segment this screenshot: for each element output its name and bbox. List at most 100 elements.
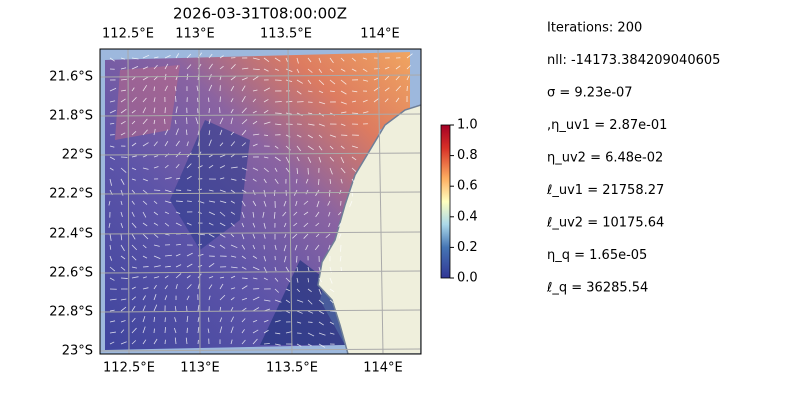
current-arrow: [285, 299, 291, 303]
current-arrow: [230, 255, 237, 258]
current-arrow: [131, 296, 137, 301]
current-arrow: [296, 57, 299, 64]
current-arrow: [164, 164, 169, 169]
current-arrow: [285, 57, 288, 62]
current-arrow: [197, 283, 200, 290]
current-arrow: [109, 233, 112, 241]
map-title: 2026-03-31T08:00:00Z: [173, 5, 347, 23]
current-arrow: [285, 156, 290, 164]
current-arrow: [318, 123, 325, 127]
colorbar-tick-label: 0.8: [457, 148, 478, 163]
lat-label: 22.2°S: [49, 187, 93, 202]
current-arrow: [285, 277, 291, 283]
current-arrow: [283, 244, 287, 252]
current-arrow: [175, 200, 183, 202]
current-arrow: [219, 211, 226, 217]
current-arrow: [252, 222, 256, 228]
current-arrow: [142, 287, 149, 290]
colorbar: [440, 124, 451, 279]
current-arrow: [307, 145, 314, 151]
current-arrow: [120, 89, 126, 92]
current-arrow: [318, 90, 324, 94]
current-arrow: [208, 200, 216, 203]
current-arrow: [174, 119, 177, 125]
current-arrow: [208, 262, 215, 268]
current-arrow: [274, 244, 277, 250]
current-arrow: [120, 108, 127, 114]
current-arrow: [208, 276, 214, 279]
current-arrow: [230, 297, 235, 301]
current-arrow: [208, 317, 210, 323]
current-arrow: [252, 211, 255, 218]
current-arrow: [340, 244, 342, 252]
current-arrow: [219, 189, 226, 193]
current-arrow: [142, 255, 148, 259]
info-line: ℓ_q = 36285.54: [546, 281, 648, 296]
map-frame: [99, 48, 422, 355]
current-arrow: [208, 139, 212, 147]
current-arrow: [307, 57, 312, 63]
current-arrow: [263, 277, 268, 281]
current-arrow: [252, 277, 258, 280]
current-arrow: [252, 329, 259, 334]
current-arrow: [351, 178, 355, 183]
current-arrow: [285, 288, 290, 292]
current-arrow: [153, 294, 157, 301]
current-arrow: [109, 178, 112, 186]
current-arrow: [295, 178, 298, 184]
current-arrow: [329, 277, 333, 284]
current-arrow: [131, 222, 137, 228]
current-arrow: [241, 297, 248, 301]
current-arrow: [186, 327, 188, 334]
current-arrow: [329, 321, 335, 325]
current-arrow: [153, 166, 159, 169]
current-arrow: [241, 233, 245, 240]
current-arrow: [197, 253, 204, 257]
current-arrow: [318, 134, 323, 138]
current-arrow: [120, 341, 127, 345]
lat-label: 21.8°S: [49, 109, 93, 124]
current-arrow: [131, 155, 137, 158]
current-arrow: [325, 233, 331, 238]
current-arrow: [131, 327, 137, 334]
current-arrow: [131, 233, 136, 240]
current-arrow: [328, 244, 331, 250]
current-arrow: [241, 339, 246, 345]
current-arrow: [120, 266, 126, 271]
current-arrow: [252, 110, 257, 114]
current-arrow: [164, 275, 169, 279]
current-arrow: [208, 222, 214, 226]
current-arrow: [284, 233, 287, 238]
current-arrow: [164, 141, 169, 147]
current-arrow: [351, 167, 357, 172]
current-arrow: [175, 140, 180, 147]
current-arrow: [175, 222, 182, 227]
current-arrow: [175, 264, 182, 268]
current-arrow: [197, 327, 200, 334]
current-arrow: [318, 68, 322, 73]
current-arrow: [362, 68, 368, 72]
current-arrow: [307, 332, 315, 337]
current-arrow: [252, 266, 260, 271]
current-arrow: [208, 295, 211, 301]
current-arrow: [318, 79, 325, 85]
current-arrow: [142, 142, 149, 147]
current-arrow: [109, 309, 115, 312]
current-arrow: [175, 164, 180, 169]
current-arrow: [131, 255, 137, 261]
current-arrow: [340, 123, 346, 126]
current-arrow: [296, 167, 299, 174]
current-arrow: [208, 233, 215, 238]
current-arrow: [252, 200, 257, 207]
current-arrow: [153, 189, 161, 191]
current-arrow: [241, 167, 248, 171]
current-arrow: [230, 75, 237, 81]
current-arrow: [305, 178, 309, 184]
current-arrow: [131, 189, 136, 194]
current-arrow: [230, 189, 236, 194]
current-arrow: [252, 178, 257, 182]
current-arrow: [303, 211, 309, 216]
current-arrow: [109, 244, 112, 250]
current-arrow: [303, 222, 309, 228]
info-line: η_uv2 = 6.48e-02: [547, 151, 663, 166]
